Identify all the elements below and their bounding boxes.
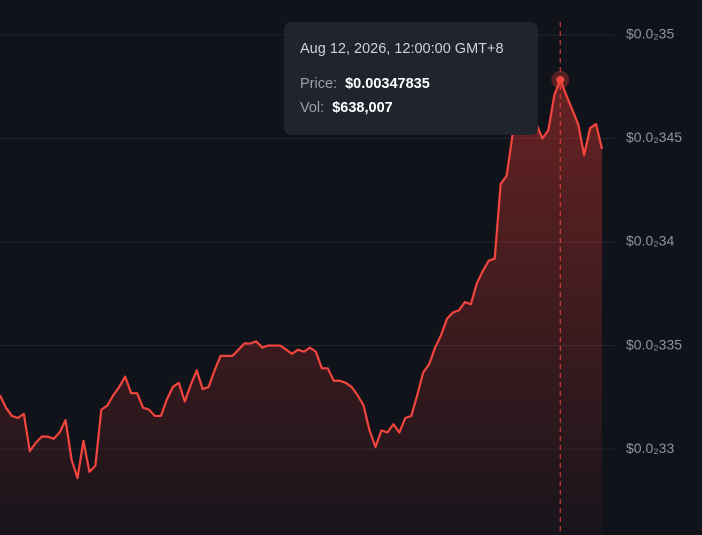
tooltip: Aug 12, 2026, 12:00:00 GMT+8 Price: $0.0…	[284, 22, 538, 135]
price-line	[0, 78, 604, 480]
plot	[0, 78, 604, 535]
area	[0, 79, 602, 535]
hover	[551, 22, 570, 535]
hover-point	[556, 75, 565, 84]
y-tick-label: $0.0₂34	[626, 233, 674, 249]
tooltip-price-value: $0.00347835	[345, 76, 430, 92]
tooltip-price: Price: $0.00347835	[300, 76, 430, 92]
tooltip-price-label: Price:	[300, 76, 337, 92]
tooltip-vol-label: Vol:	[300, 100, 324, 116]
y-tick-label: $0.0₂33	[626, 440, 674, 456]
tooltip-vol-value: $638,007	[332, 100, 392, 116]
tooltip-date: Aug 12, 2026, 12:00:00 GMT+8	[300, 41, 504, 57]
y-tick-label: $0.0₂345	[626, 129, 682, 145]
y-tick-label: $0.0₂335	[626, 336, 682, 352]
tooltip-vol: Vol: $638,007	[300, 100, 393, 116]
y-tick-label: $0.0₂35	[626, 26, 674, 42]
tooltip-box	[284, 22, 538, 135]
